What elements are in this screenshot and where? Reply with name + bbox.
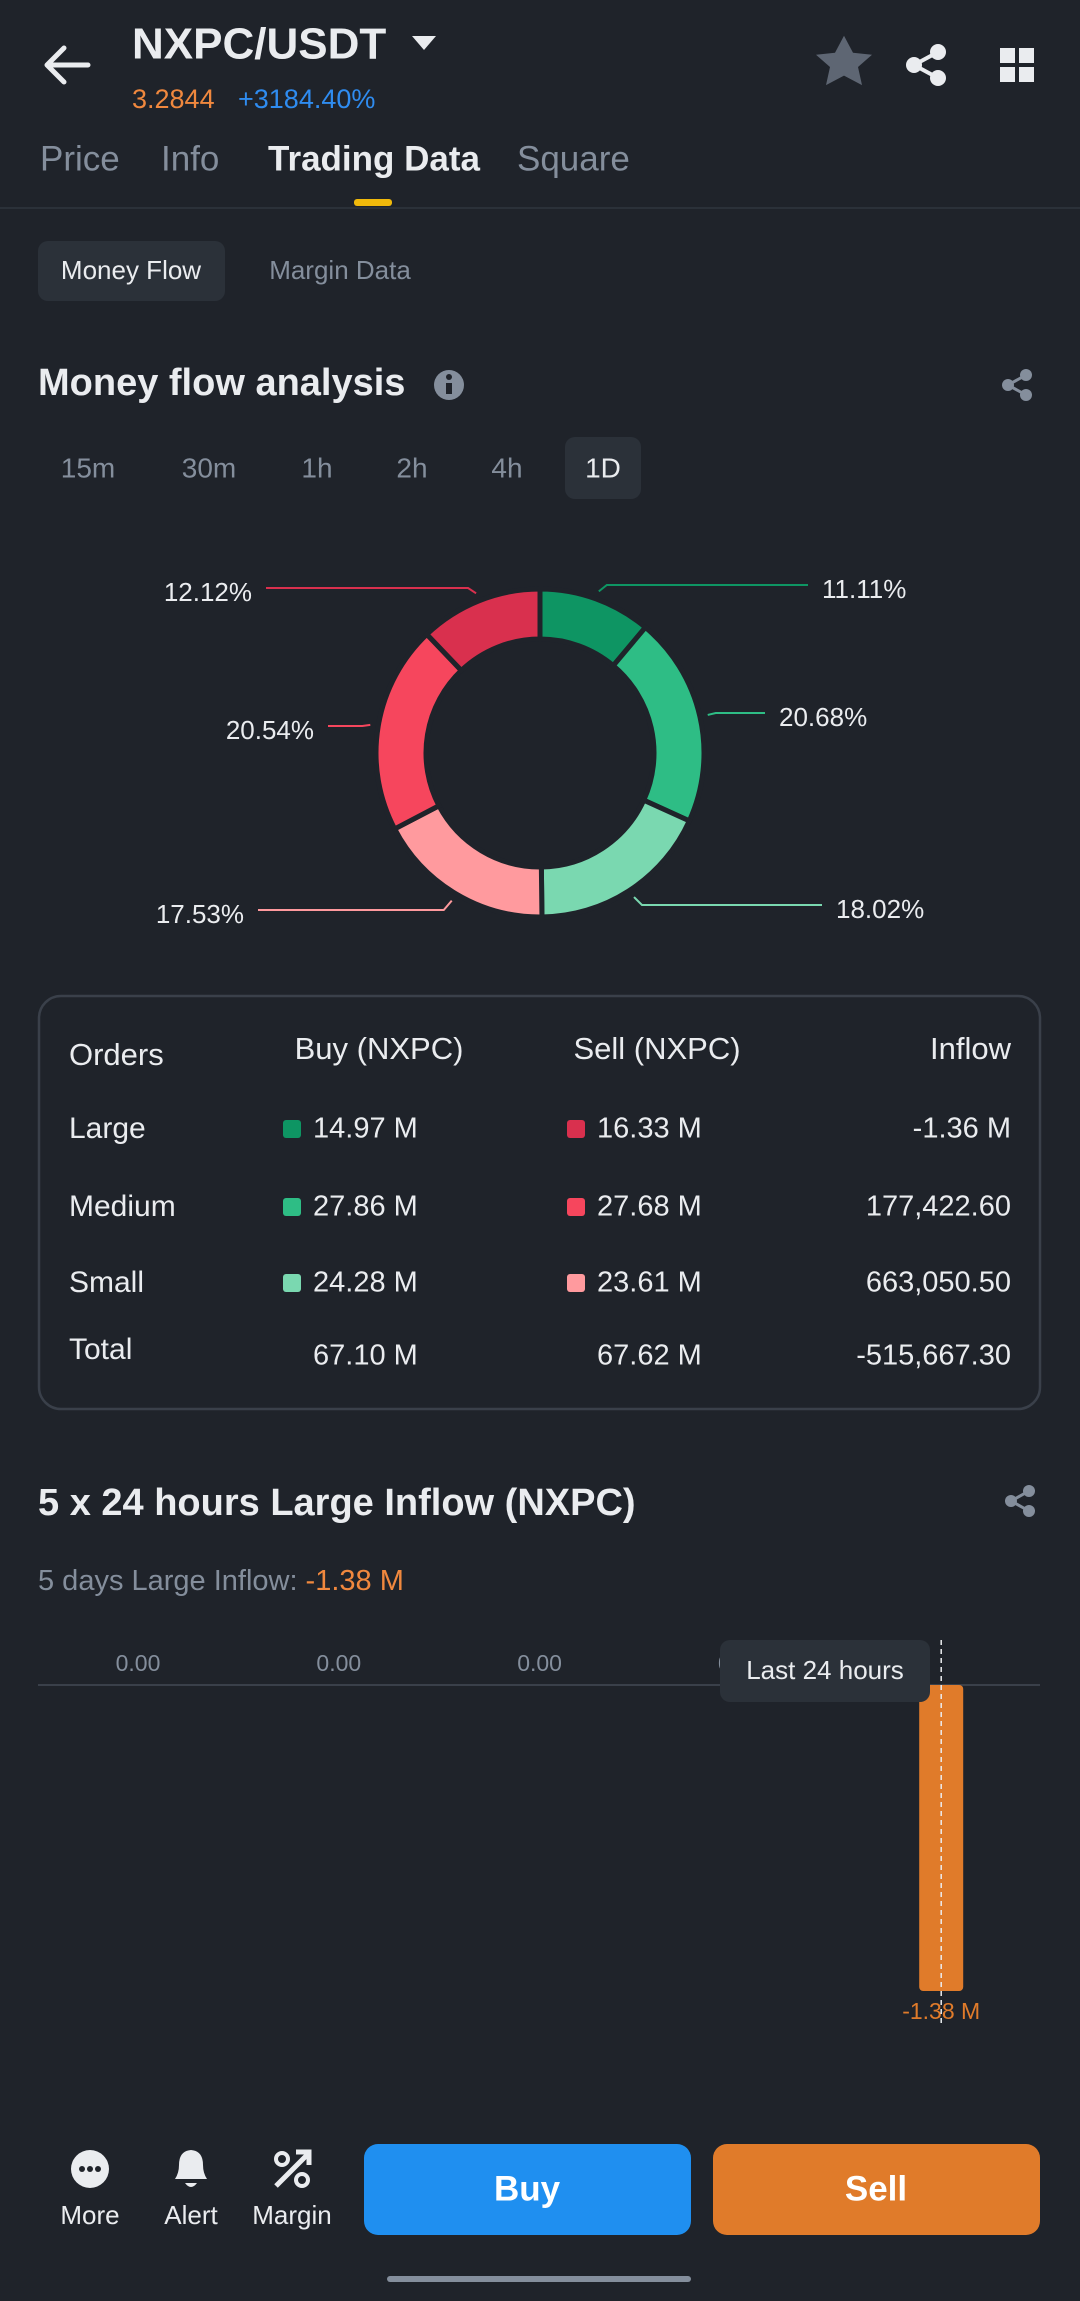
share-button[interactable] bbox=[1002, 369, 1032, 401]
bar-label: 0.00 bbox=[316, 1650, 361, 1676]
sell-cell: 27.68 M bbox=[597, 1191, 702, 1223]
inflow-cell: 663,050.50 bbox=[866, 1267, 1011, 1299]
donut-label: 11.11% bbox=[822, 574, 906, 604]
home-indicator bbox=[387, 2276, 691, 2282]
price: 3.2844 bbox=[132, 84, 215, 114]
pair-dropdown[interactable] bbox=[412, 36, 436, 50]
buy-label[interactable]: Buy bbox=[494, 2169, 561, 2208]
bar-label: 0.00 bbox=[116, 1650, 161, 1676]
tooltip-text: Last 24 hours bbox=[746, 1655, 904, 1685]
legend-square bbox=[283, 1120, 301, 1138]
interval[interactable]: 30m bbox=[182, 452, 236, 483]
summary-value: -1.38 M bbox=[306, 1565, 404, 1597]
margin-dot bbox=[294, 2172, 310, 2188]
leader-line bbox=[633, 896, 822, 906]
table-header: Inflow bbox=[930, 1031, 1012, 1066]
inflow-cell: 177,422.60 bbox=[866, 1191, 1011, 1223]
sell-label[interactable]: Sell bbox=[845, 2169, 907, 2208]
buy-button[interactable] bbox=[364, 2144, 691, 2235]
donut-label: 12.12% bbox=[164, 577, 252, 607]
more-dot bbox=[79, 2166, 85, 2172]
leader-line bbox=[266, 587, 477, 595]
tab[interactable]: Price bbox=[40, 139, 120, 178]
row-label: Large bbox=[69, 1112, 146, 1145]
legend-square bbox=[567, 1120, 585, 1138]
action-label[interactable]: More bbox=[60, 2200, 119, 2230]
donut-label: 18.02% bbox=[836, 894, 924, 924]
margin-dot bbox=[274, 2151, 290, 2167]
inflow-cell: -515,667.30 bbox=[856, 1340, 1011, 1372]
favorite-button[interactable] bbox=[816, 35, 872, 86]
table-box bbox=[37, 994, 1042, 1411]
summary-label: 5 days Large Inflow: bbox=[38, 1565, 298, 1597]
donut-label: 20.68% bbox=[779, 702, 867, 732]
row-label: Total bbox=[69, 1333, 132, 1366]
interval[interactable]: 4h bbox=[491, 452, 522, 483]
subtab[interactable]: Margin Data bbox=[269, 255, 411, 285]
action-label[interactable]: Margin bbox=[252, 2200, 331, 2230]
legend-square bbox=[567, 1274, 585, 1292]
baseline bbox=[38, 1684, 1040, 1686]
tooltip bbox=[720, 1640, 930, 1702]
table-header: Sell (NXPC) bbox=[573, 1031, 740, 1066]
subtab-pill bbox=[38, 241, 225, 301]
leader-line bbox=[258, 899, 453, 911]
bar-label: 0.00 bbox=[517, 1650, 562, 1676]
grid-menu-button[interactable] bbox=[1000, 48, 1034, 82]
sell-cell: 23.61 M bbox=[597, 1267, 702, 1299]
row-label: Medium bbox=[69, 1190, 176, 1223]
tab[interactable]: Square bbox=[517, 139, 630, 178]
table-header: Orders bbox=[69, 1037, 164, 1072]
sell-button[interactable] bbox=[713, 2144, 1040, 2235]
more-dot bbox=[87, 2166, 93, 2172]
buy-cell: 67.10 M bbox=[313, 1340, 418, 1372]
row-label: Small bbox=[69, 1266, 144, 1299]
tab-indicator bbox=[354, 199, 392, 206]
sell-cell: 16.33 M bbox=[597, 1113, 702, 1145]
section-title: Money flow analysis bbox=[38, 362, 405, 404]
share-button[interactable] bbox=[906, 44, 946, 86]
price-change: +3184.40% bbox=[238, 84, 375, 114]
donut-segment bbox=[423, 586, 543, 675]
leader-line bbox=[598, 584, 808, 593]
buy-cell: 27.86 M bbox=[313, 1191, 418, 1223]
legend-square bbox=[283, 1274, 301, 1292]
buy-cell: 14.97 M bbox=[313, 1113, 418, 1145]
leader-line bbox=[707, 712, 765, 716]
interval-pill bbox=[565, 437, 641, 499]
section-title: 5 x 24 hours Large Inflow (NXPC) bbox=[38, 1482, 636, 1524]
subtab-active[interactable]: Money Flow bbox=[61, 255, 201, 285]
leader-line bbox=[328, 723, 371, 727]
legend-square bbox=[283, 1198, 301, 1216]
inflow-cell: -1.36 M bbox=[913, 1113, 1011, 1145]
divider bbox=[0, 207, 1080, 209]
interval[interactable]: 2h bbox=[396, 452, 427, 483]
alert-icon[interactable] bbox=[175, 2150, 207, 2187]
sell-cell: 67.62 M bbox=[597, 1340, 702, 1372]
tab[interactable]: Info bbox=[161, 139, 219, 178]
pair-title[interactable]: NXPC/USDT bbox=[132, 20, 386, 69]
share-button[interactable] bbox=[1005, 1485, 1035, 1517]
summary: 5 days Large Inflow: -1.38 M bbox=[38, 1565, 404, 1597]
back-button[interactable] bbox=[44, 45, 91, 85]
donut-label: 17.53% bbox=[156, 899, 244, 929]
interval[interactable]: 1D bbox=[585, 452, 621, 483]
info-icon[interactable] bbox=[434, 370, 464, 400]
margin-icon[interactable] bbox=[274, 2149, 312, 2188]
more-dot bbox=[95, 2166, 101, 2172]
legend-square bbox=[567, 1198, 585, 1216]
interval[interactable]: 1h bbox=[301, 452, 332, 483]
action-label[interactable]: Alert bbox=[164, 2200, 218, 2230]
table-header: Buy (NXPC) bbox=[295, 1031, 464, 1066]
tab-active[interactable]: Trading Data bbox=[268, 139, 481, 178]
donut-label: 20.54% bbox=[226, 715, 314, 745]
interval[interactable]: 15m bbox=[61, 452, 115, 483]
buy-cell: 24.28 M bbox=[313, 1267, 418, 1299]
